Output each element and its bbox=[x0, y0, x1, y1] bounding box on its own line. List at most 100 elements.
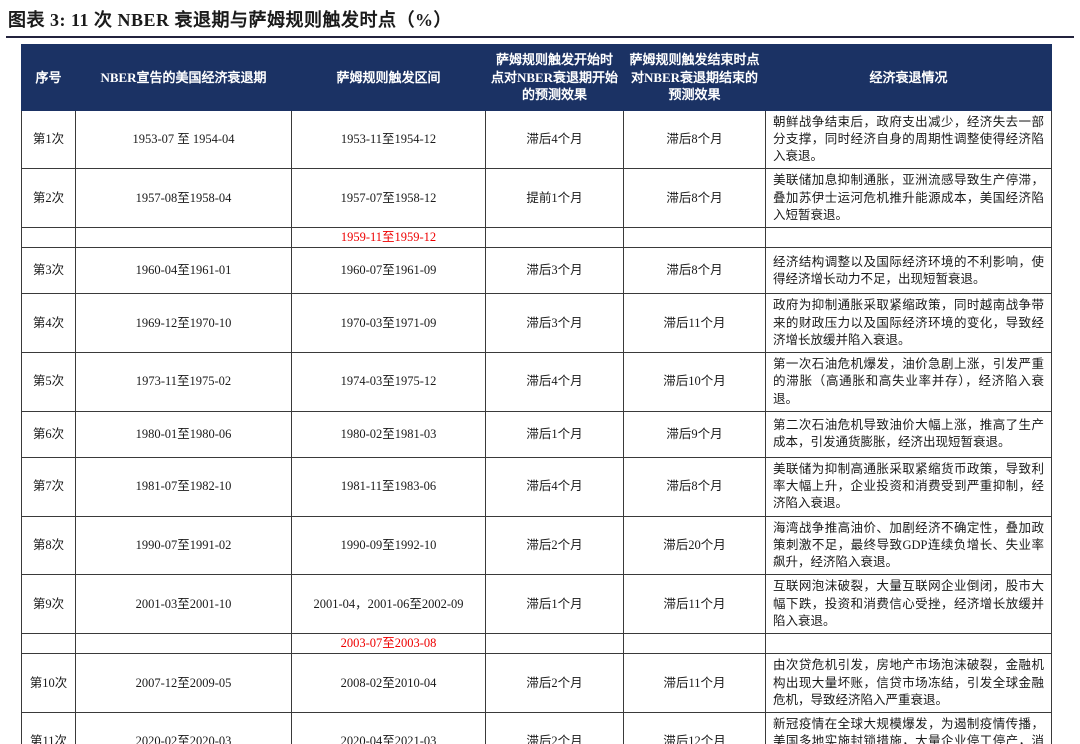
cell-sahm: 2001-04，2001-06至2002-09 bbox=[291, 574, 486, 635]
table-row: 第11次 2020-02至2020-03 2020-04至2021-03 滞后2个月滞… bbox=[21, 712, 1052, 744]
table-row: 第3次 1960-04至1961-01 1960-07至1961-09 滞后3个月 滞后… bbox=[21, 247, 1052, 295]
cell-seq bbox=[21, 227, 76, 249]
cell-desc: 新冠疫情在全球大规模爆发，为遏制疫情传播，美国多地实施封锁措施，大量企业停工停产… bbox=[765, 712, 1052, 744]
cell-end: 滞后11个月 bbox=[623, 653, 766, 714]
cell-nber: 1980-01至1980-06 bbox=[75, 410, 292, 458]
table-row: 第6次 1980-01至1980-06 1980-02至1981-03 滞后1个月 滞后… bbox=[21, 410, 1052, 458]
cell-end: 滞后10个月 bbox=[623, 352, 766, 412]
cell-desc: 海湾战争推高油价、加剧经济不确定性，叠加政策刺激不足，最终导致GDP连续负增长、… bbox=[765, 515, 1052, 576]
table-row: 第4次 1969-12至1970-10 1970-03至1971-09 滞后3个月 滞后… bbox=[21, 293, 1052, 354]
table-row: 第10次 2007-12至2009-05 2008-02至2010-04 滞后2个月滞… bbox=[21, 653, 1052, 714]
cell-desc: 第二次石油危机导致油价大幅上涨，推高了生产成本，引发通货膨胀，经济出现短暂衰退。 bbox=[765, 410, 1052, 458]
table-row: 第1次 1953-07 至 1954-04 1953-11至1954-12 滞后4个月… bbox=[21, 109, 1052, 170]
cell-nber: 1957-08至1958-04 bbox=[75, 168, 292, 229]
cell-nber: 1969-12至1970-10 bbox=[75, 293, 292, 354]
table-row: 第7次 1981-07至1982-10 1981-11至1983-06 滞后4个月 滞后… bbox=[21, 456, 1052, 517]
cell-desc: 美联储为抑制高通胀采取紧缩货币政策，导致利率大幅上升，企业投资和消费受到严重抑制… bbox=[765, 456, 1052, 517]
cell-end: 滞后8个月 bbox=[623, 109, 766, 170]
cell-nber: 2001-03至2001-10 bbox=[75, 574, 292, 635]
cell-start: 提前1个月 bbox=[485, 168, 624, 229]
cell-sahm: 1959-11至1959-12 bbox=[291, 227, 486, 249]
cell-end: 滞后8个月 bbox=[623, 168, 766, 229]
cell-sahm: 1970-03至1971-09 bbox=[291, 293, 486, 354]
cell-start: 滞后2个月 bbox=[485, 653, 624, 714]
cell-nber: 1981-07至1982-10 bbox=[75, 456, 292, 517]
cell-nber bbox=[75, 227, 292, 249]
header-seq: 序号 bbox=[21, 44, 76, 111]
cell-sahm: 1974-03至1975-12 bbox=[291, 352, 486, 412]
header-start-effect: 萨姆规则触发开始时点对NBER衰退期开始的预测效果 bbox=[485, 44, 624, 111]
cell-seq: 第3次 bbox=[21, 247, 76, 295]
cell-sahm: 2008-02至2010-04 bbox=[291, 653, 486, 714]
cell-seq: 第11次 bbox=[21, 712, 76, 744]
table-row: 第9次 2001-03至2001-10 2001-04，2001-06至2002-0… bbox=[21, 574, 1052, 635]
cell-desc: 朝鲜战争结束后，政府支出减少，经济失去一部分支撑，同时经济自身的周期性调整使得经… bbox=[765, 109, 1052, 170]
cell-start: 滞后2个月 bbox=[485, 515, 624, 576]
cell-end: 滞后20个月 bbox=[623, 515, 766, 576]
cell-end: 滞后11个月 bbox=[623, 293, 766, 354]
table-row: 第2次 1957-08至1958-04 1957-07至1958-12 提前1个月 滞后… bbox=[21, 168, 1052, 229]
cell-desc: 由次贷危机引发，房地产市场泡沫破裂，金融机构出现大量坏账，信贷市场冻结，引发全球… bbox=[765, 653, 1052, 714]
cell-nber: 2020-02至2020-03 bbox=[75, 712, 292, 744]
cell-nber bbox=[75, 633, 292, 655]
cell-nber: 1953-07 至 1954-04 bbox=[75, 109, 292, 170]
cell-sahm: 1990-09至1992-10 bbox=[291, 515, 486, 576]
cell-sahm: 1953-11至1954-12 bbox=[291, 109, 486, 170]
cell-sahm: 1957-07至1958-12 bbox=[291, 168, 486, 229]
cell-seq: 第5次 bbox=[21, 352, 76, 412]
header-nber: NBER宣告的美国经济衰退期 bbox=[75, 44, 292, 111]
recession-table: 序号 NBER宣告的美国经济衰退期 萨姆规则触发区间 萨姆规则触发开始时点对NB… bbox=[21, 44, 1052, 744]
cell-end: 滞后8个月 bbox=[623, 456, 766, 517]
cell-nber: 1973-11至1975-02 bbox=[75, 352, 292, 412]
cell-start: 滞后3个月 bbox=[485, 293, 624, 354]
cell-end: 滞后11个月 bbox=[623, 574, 766, 635]
cell-desc: 互联网泡沫破裂，大量互联网企业倒闭，股市大幅下跌，投资和消费信心受挫，经济增长放… bbox=[765, 574, 1052, 635]
cell-seq: 第8次 bbox=[21, 515, 76, 576]
cell-end bbox=[623, 633, 766, 655]
table-row: 1959-11至1959-12 bbox=[21, 227, 1052, 249]
cell-sahm: 1981-11至1983-06 bbox=[291, 456, 486, 517]
cell-nber: 1960-04至1961-01 bbox=[75, 247, 292, 295]
cell-desc: 美联储加息抑制通胀，亚洲流感导致生产停滞，叠加苏伊士运河危机推升能源成本，美国经… bbox=[765, 168, 1052, 229]
cell-seq: 第4次 bbox=[21, 293, 76, 354]
table-header: 序号 NBER宣告的美国经济衰退期 萨姆规则触发区间 萨姆规则触发开始时点对NB… bbox=[21, 44, 1052, 111]
cell-start bbox=[485, 633, 624, 655]
header-sahm: 萨姆规则触发区间 bbox=[291, 44, 486, 111]
cell-sahm: 2003-07至2003-08 bbox=[291, 633, 486, 655]
cell-desc: 政府为抑制通胀采取紧缩政策，同时越南战争带来的财政压力以及国际经济环境的变化，导… bbox=[765, 293, 1052, 354]
cell-start bbox=[485, 227, 624, 249]
header-end-effect: 萨姆规则触发结束时点对NBER衰退期结束的预测效果 bbox=[623, 44, 766, 111]
table-row: 2003-07至2003-08 bbox=[21, 633, 1052, 655]
cell-sahm: 1960-07至1961-09 bbox=[291, 247, 486, 295]
table-row: 第5次 1973-11至1975-02 1974-03至1975-12 滞后4个月 滞后… bbox=[21, 352, 1052, 412]
cell-start: 滞后4个月 bbox=[485, 456, 624, 517]
cell-desc: 经济结构调整以及国际经济环境的不利影响，使得经济增长动力不足，出现短暂衰退。 bbox=[765, 247, 1052, 295]
cell-sahm: 1980-02至1981-03 bbox=[291, 410, 486, 458]
cell-seq: 第9次 bbox=[21, 574, 76, 635]
cell-start: 滞后1个月 bbox=[485, 574, 624, 635]
cell-start: 滞后1个月 bbox=[485, 410, 624, 458]
cell-seq bbox=[21, 633, 76, 655]
cell-end bbox=[623, 227, 766, 249]
cell-start: 滞后4个月 bbox=[485, 109, 624, 170]
table-row: 第8次 1990-07至1991-02 1990-09至1992-10 滞后2个月 滞后… bbox=[21, 515, 1052, 576]
cell-seq: 第10次 bbox=[21, 653, 76, 714]
cell-seq: 第1次 bbox=[21, 109, 76, 170]
figure-title: 图表 3: 11 次 NBER 衰退期与萨姆规则触发时点（%） bbox=[8, 10, 453, 30]
cell-desc bbox=[765, 633, 1052, 655]
cell-nber: 2007-12至2009-05 bbox=[75, 653, 292, 714]
cell-seq: 第2次 bbox=[21, 168, 76, 229]
cell-seq: 第6次 bbox=[21, 410, 76, 458]
cell-start: 滞后3个月 bbox=[485, 247, 624, 295]
cell-sahm: 2020-04至2021-03 bbox=[291, 712, 486, 744]
cell-seq: 第7次 bbox=[21, 456, 76, 517]
cell-desc bbox=[765, 227, 1052, 249]
title-divider bbox=[6, 36, 1074, 38]
cell-end: 滞后8个月 bbox=[623, 247, 766, 295]
table-body: 第1次 1953-07 至 1954-04 1953-11至1954-12 滞后4个月… bbox=[21, 109, 1052, 744]
cell-nber: 1990-07至1991-02 bbox=[75, 515, 292, 576]
cell-desc: 第一次石油危机爆发，油价急剧上涨，引发严重的滞胀（高通胀和高失业率并存），经济陷… bbox=[765, 352, 1052, 412]
header-desc: 经济衰退情况 bbox=[765, 44, 1052, 111]
header-row: 序号 NBER宣告的美国经济衰退期 萨姆规则触发区间 萨姆规则触发开始时点对NB… bbox=[21, 44, 1052, 111]
